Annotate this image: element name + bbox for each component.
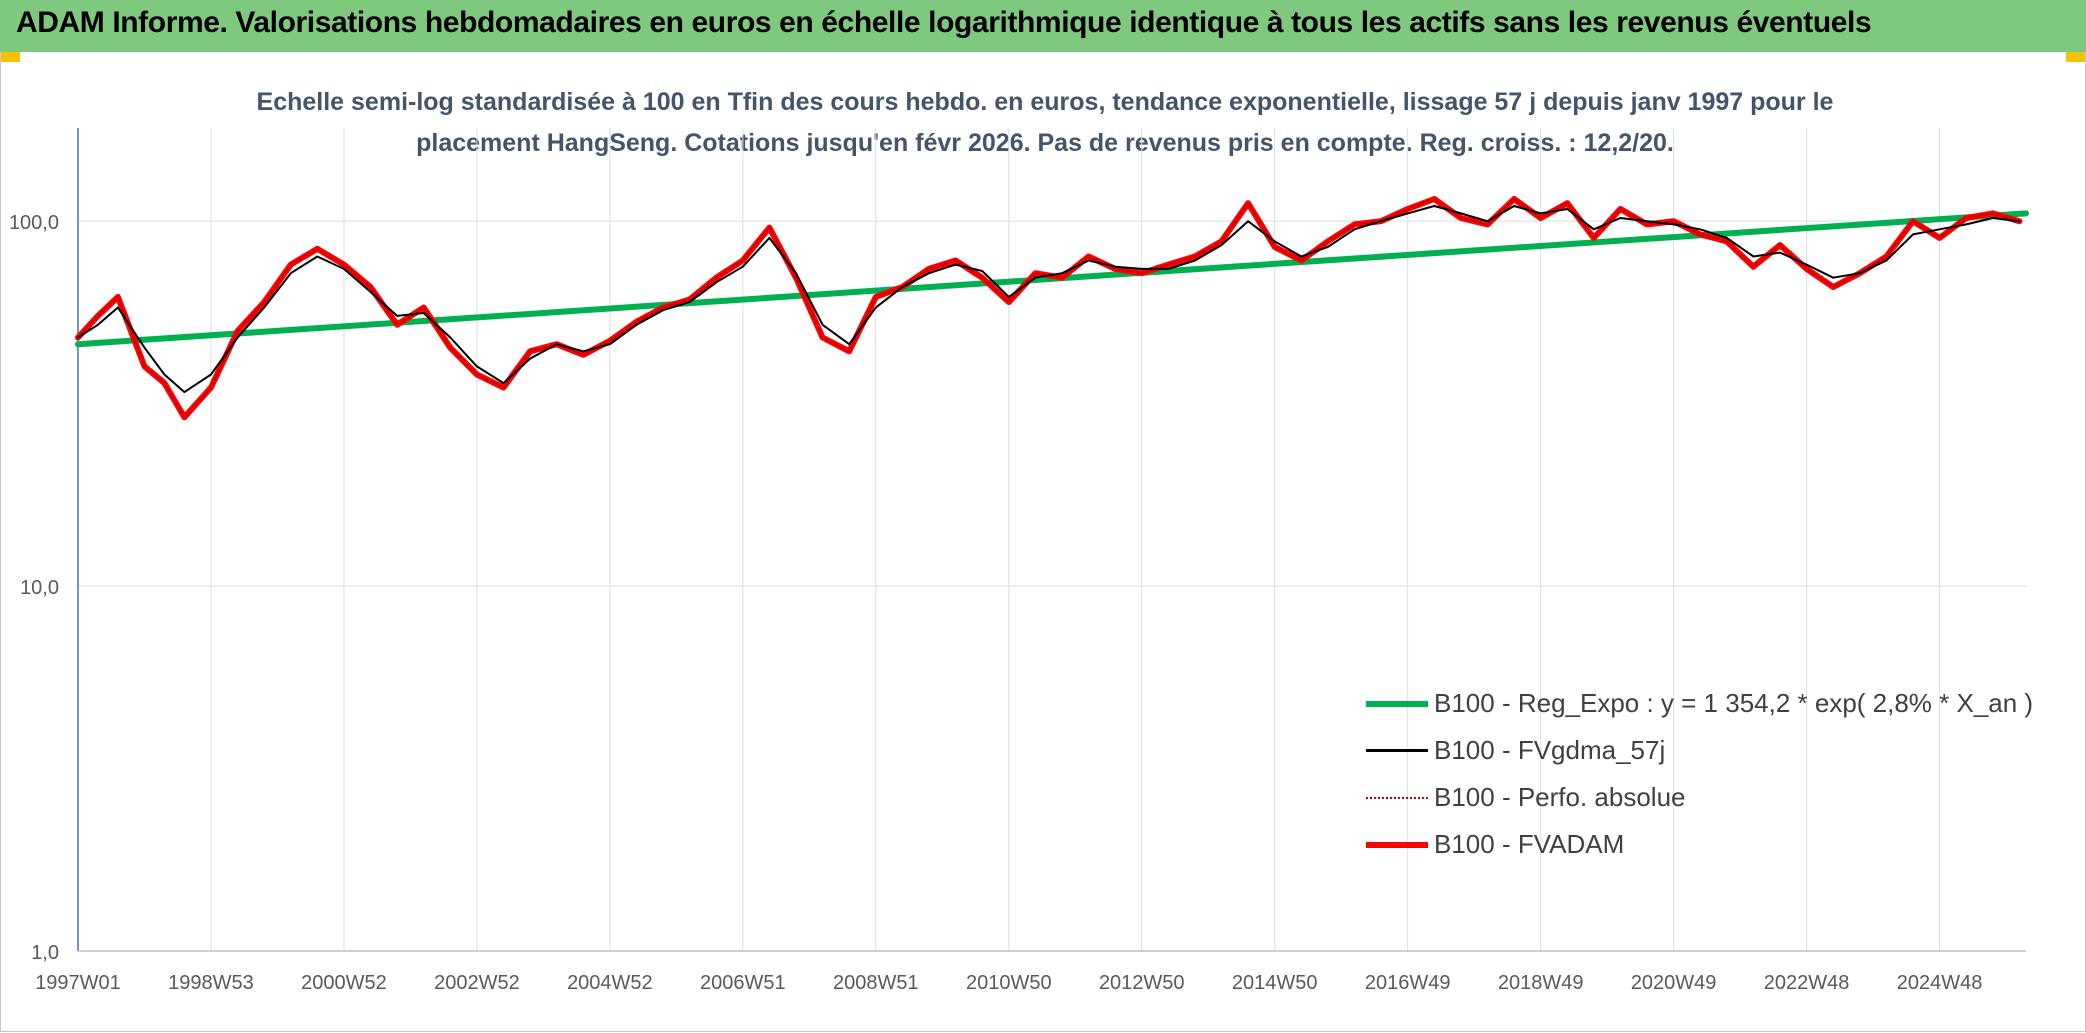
y-tick-label: 100,0 (9, 212, 59, 234)
tick-labels: 1,0 10,0 100,0 1997W01 1998W53 2000W52 2002W52… (9, 212, 1982, 994)
legend-item: B100 - Reg_Expo : y = 1 354,2 * exp( 2,8… (1366, 680, 2033, 727)
x-tick-label: 2008W51 (833, 972, 919, 994)
legend-label: B100 - Reg_Expo : y = 1 354,2 * exp( 2,8… (1434, 688, 2034, 718)
legend-swatch (1366, 700, 1428, 707)
series-layer (75, 196, 2029, 421)
axes (77, 128, 2026, 952)
legend-label: B100 - FVgdma_57j (1434, 735, 1666, 765)
legend-item: B100 - FVADAM (1366, 821, 2033, 868)
x-tick-label: 2012W50 (1099, 972, 1185, 994)
x-tick-label: 2010W50 (966, 972, 1052, 994)
legend-item: B100 - FVgdma_57j (1366, 727, 2033, 774)
x-tick-label: 2020W49 (1631, 972, 1717, 994)
x-tick-label: 2024W48 (1897, 972, 1983, 994)
legend-swatch (1366, 796, 1428, 799)
x-tick-label: 2014W50 (1232, 972, 1318, 994)
x-tick-label: 1997W01 (35, 972, 121, 994)
legend-label: B100 - Perfo. absolue (1434, 782, 1686, 812)
legend-item: B100 - Perfo. absolue (1366, 774, 2033, 821)
x-tick-label: 2022W48 (1764, 972, 1850, 994)
x-tick-label: 2016W49 (1365, 972, 1451, 994)
legend-swatch (1366, 841, 1428, 848)
x-tick-label: 1998W53 (168, 972, 254, 994)
x-tick-label: 2002W52 (434, 972, 520, 994)
x-tick-label: 2000W52 (301, 972, 387, 994)
y-tick-label: 1,0 (31, 942, 59, 964)
banner-title: ADAM Informe. Valorisations hebdomadaire… (16, 6, 1872, 39)
y-tick-label: 10,0 (20, 577, 59, 599)
header-banner: ADAM Informe. Valorisations hebdomadaire… (0, 0, 2086, 52)
series-line (77, 205, 2021, 394)
corner-marker-right (2066, 52, 2086, 62)
chart-title-line-1: Echelle semi-log standardisée à 100 en T… (256, 88, 1834, 116)
legend-swatch (1366, 749, 1428, 752)
chart-title-line-2: placement HangSeng. Cotations jusqu'en f… (416, 129, 1674, 157)
legend-label: B100 - FVADAM (1434, 829, 1625, 859)
corner-marker-left (0, 52, 20, 62)
x-tick-label: 2006W51 (700, 972, 786, 994)
x-tick-label: 2018W49 (1498, 972, 1584, 994)
legend: B100 - Reg_Expo : y = 1 354,2 * exp( 2,8… (1366, 680, 2033, 868)
x-tick-label: 2004W52 (567, 972, 653, 994)
